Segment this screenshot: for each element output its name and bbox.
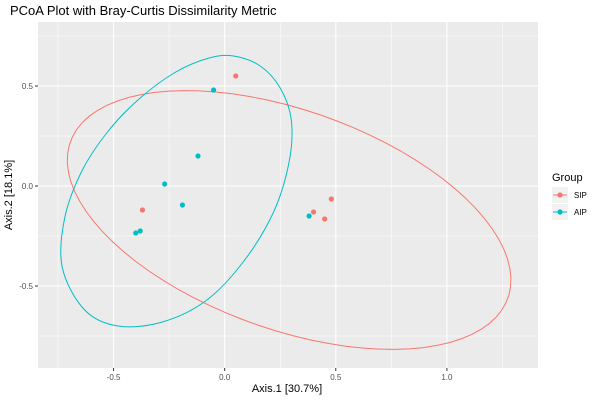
y-axis: -0.5 0.0 0.5: [19, 82, 38, 291]
point-aip: [137, 228, 143, 234]
major-gridlines: [38, 22, 538, 368]
point-aip: [306, 213, 312, 219]
data-points: [133, 73, 334, 236]
confidence-ellipses: [60, 54, 512, 350]
legend: Group SIP AIP: [552, 172, 587, 220]
point-aip: [162, 181, 168, 187]
point-aip: [133, 230, 139, 236]
point-sip: [233, 73, 239, 79]
point-sip: [328, 196, 334, 202]
point-sip: [310, 209, 317, 215]
x-tick-label: 1.0: [441, 373, 453, 382]
x-axis: -0.5 0.0 0.5 1.0: [107, 368, 453, 382]
point-aip: [210, 87, 217, 93]
y-tick-label: -0.5: [19, 282, 33, 291]
legend-items: SIP AIP: [552, 187, 587, 220]
legend-title: Group: [552, 172, 583, 184]
point-sip: [139, 207, 146, 213]
legend-key-point: [557, 209, 563, 215]
minor-gridlines: [38, 22, 538, 368]
legend-key-point: [557, 192, 563, 198]
sip-ellipse: [66, 90, 512, 350]
y-tick-label: 0.5: [22, 82, 34, 91]
x-tick-label: 0.0: [219, 373, 231, 382]
x-axis-title: Axis.1 [30.7%]: [252, 383, 322, 395]
point-aip: [179, 202, 186, 208]
y-axis-title: Axis.2 [18.1%]: [3, 160, 15, 230]
chart-title: PCoA Plot with Bray-Curtis Dissimilarity…: [10, 3, 277, 18]
aip-ellipse: [60, 54, 293, 328]
point-aip: [195, 153, 201, 159]
legend-label-aip: AIP: [574, 208, 587, 217]
legend-label-sip: SIP: [574, 191, 587, 200]
x-tick-label: -0.5: [107, 373, 121, 382]
x-tick-label: 0.5: [330, 373, 342, 382]
plot-panel: [38, 22, 538, 368]
point-sip: [322, 216, 328, 222]
y-tick-label: 0.0: [22, 182, 34, 191]
